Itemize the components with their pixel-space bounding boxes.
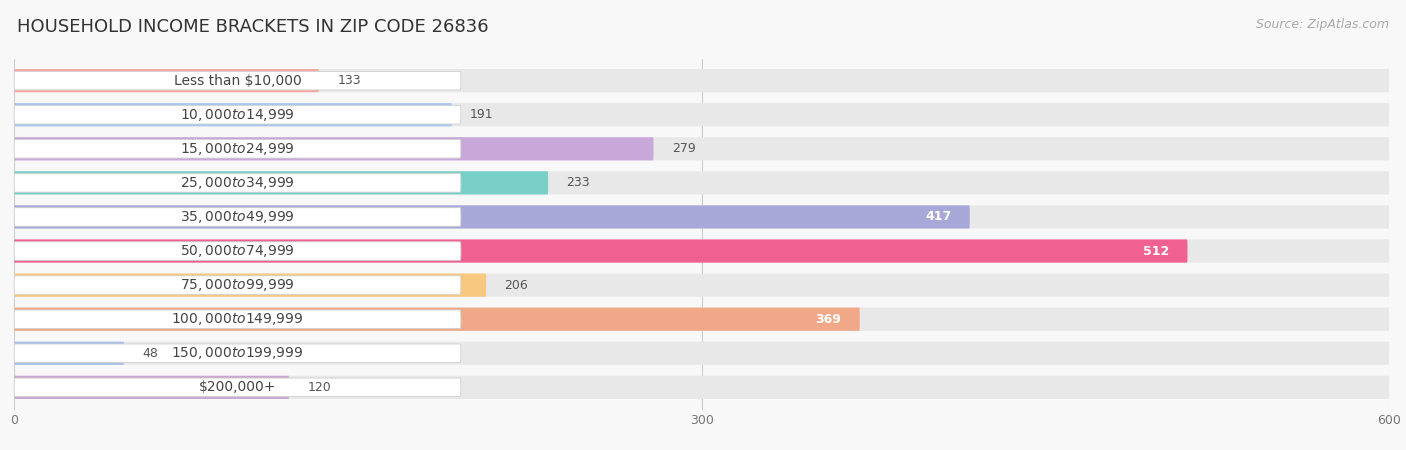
FancyBboxPatch shape bbox=[14, 344, 461, 363]
FancyBboxPatch shape bbox=[14, 72, 461, 90]
Text: $10,000 to $14,999: $10,000 to $14,999 bbox=[180, 107, 295, 123]
FancyBboxPatch shape bbox=[14, 69, 319, 92]
Text: $50,000 to $74,999: $50,000 to $74,999 bbox=[180, 243, 295, 259]
FancyBboxPatch shape bbox=[14, 103, 1389, 126]
Text: $15,000 to $24,999: $15,000 to $24,999 bbox=[180, 141, 295, 157]
FancyBboxPatch shape bbox=[14, 308, 1389, 331]
Text: 48: 48 bbox=[142, 347, 159, 360]
Text: Source: ZipAtlas.com: Source: ZipAtlas.com bbox=[1256, 18, 1389, 31]
Text: 120: 120 bbox=[308, 381, 332, 394]
FancyBboxPatch shape bbox=[14, 239, 1188, 263]
Text: HOUSEHOLD INCOME BRACKETS IN ZIP CODE 26836: HOUSEHOLD INCOME BRACKETS IN ZIP CODE 26… bbox=[17, 18, 488, 36]
Text: 206: 206 bbox=[505, 279, 529, 292]
Text: Less than $10,000: Less than $10,000 bbox=[173, 74, 301, 88]
FancyBboxPatch shape bbox=[14, 342, 1389, 365]
FancyBboxPatch shape bbox=[14, 208, 461, 226]
FancyBboxPatch shape bbox=[14, 274, 1389, 297]
FancyBboxPatch shape bbox=[14, 140, 461, 158]
FancyBboxPatch shape bbox=[14, 376, 290, 399]
FancyBboxPatch shape bbox=[14, 239, 1389, 263]
FancyBboxPatch shape bbox=[14, 174, 461, 192]
Text: $200,000+: $200,000+ bbox=[198, 380, 276, 394]
Text: 279: 279 bbox=[672, 142, 696, 155]
FancyBboxPatch shape bbox=[14, 137, 1389, 160]
Text: $35,000 to $49,999: $35,000 to $49,999 bbox=[180, 209, 295, 225]
FancyBboxPatch shape bbox=[14, 242, 461, 260]
FancyBboxPatch shape bbox=[14, 274, 486, 297]
FancyBboxPatch shape bbox=[14, 171, 548, 194]
Text: $150,000 to $199,999: $150,000 to $199,999 bbox=[172, 345, 304, 361]
FancyBboxPatch shape bbox=[14, 310, 461, 328]
FancyBboxPatch shape bbox=[14, 205, 1389, 229]
Text: $25,000 to $34,999: $25,000 to $34,999 bbox=[180, 175, 295, 191]
Text: 369: 369 bbox=[815, 313, 841, 326]
Text: 512: 512 bbox=[1143, 244, 1170, 257]
Text: $100,000 to $149,999: $100,000 to $149,999 bbox=[172, 311, 304, 327]
FancyBboxPatch shape bbox=[14, 171, 1389, 194]
FancyBboxPatch shape bbox=[14, 376, 1389, 399]
Text: 191: 191 bbox=[470, 108, 494, 121]
Text: 133: 133 bbox=[337, 74, 361, 87]
Text: $75,000 to $99,999: $75,000 to $99,999 bbox=[180, 277, 295, 293]
FancyBboxPatch shape bbox=[14, 276, 461, 294]
FancyBboxPatch shape bbox=[14, 205, 970, 229]
FancyBboxPatch shape bbox=[14, 69, 1389, 92]
FancyBboxPatch shape bbox=[14, 105, 461, 124]
FancyBboxPatch shape bbox=[14, 308, 859, 331]
Text: 233: 233 bbox=[567, 176, 591, 189]
FancyBboxPatch shape bbox=[14, 137, 654, 160]
FancyBboxPatch shape bbox=[14, 103, 451, 126]
FancyBboxPatch shape bbox=[14, 378, 461, 396]
Text: 417: 417 bbox=[925, 211, 952, 224]
FancyBboxPatch shape bbox=[14, 342, 124, 365]
